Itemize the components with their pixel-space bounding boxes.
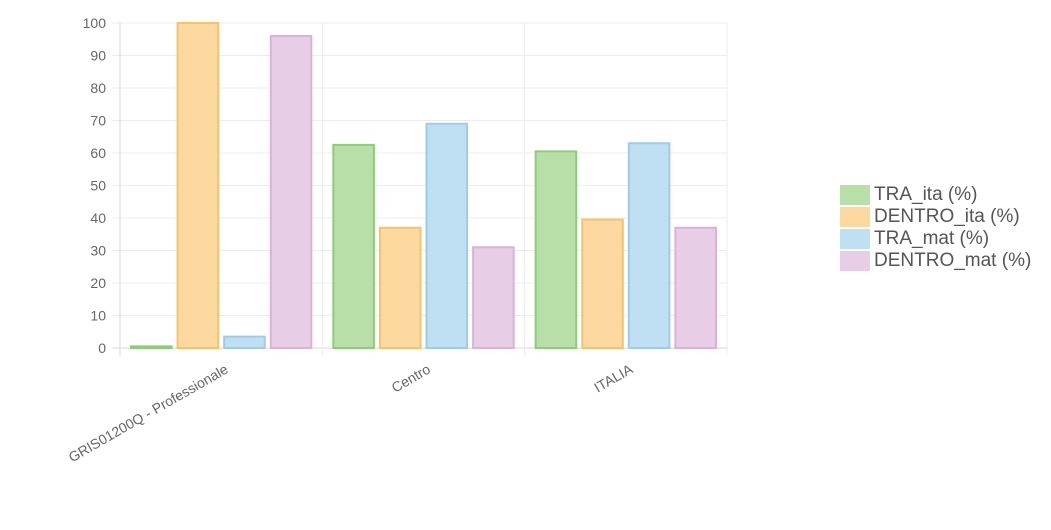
legend: TRA_ita (%) DENTRO_ita (%) TRA_mat (%) D… <box>840 184 1045 272</box>
legend-swatch-dentro-ita <box>840 207 870 227</box>
y-tick-label: 40 <box>90 210 106 226</box>
y-tick-label: 80 <box>90 80 106 96</box>
bar <box>581 218 624 349</box>
y-tick-label: 20 <box>90 275 106 291</box>
legend-label: TRA_ita (%) <box>874 184 978 205</box>
legend-label: DENTRO_ita (%) <box>874 206 1020 227</box>
y-tick-label: 70 <box>90 113 106 129</box>
bar <box>176 22 220 349</box>
legend-swatch-tra-mat <box>840 229 870 249</box>
legend-item-dentro-ita[interactable]: DENTRO_ita (%) <box>840 206 1045 228</box>
legend-label: TRA_mat (%) <box>874 228 990 249</box>
legend-swatch-tra-ita <box>840 185 870 205</box>
bar-chart: 0 10 20 30 40 50 60 70 80 90 100 GRIS01200Q - Profe… <box>66 15 728 466</box>
y-tick-label: 50 <box>90 178 106 194</box>
bar <box>674 226 718 349</box>
bar <box>269 35 313 349</box>
y-tick-label: 100 <box>83 15 107 31</box>
y-tick-label: 60 <box>90 145 106 161</box>
legend-label: DENTRO_mat (%) <box>874 250 1032 271</box>
bar <box>534 150 578 349</box>
bar <box>378 226 422 349</box>
legend-item-dentro-mat[interactable]: DENTRO_mat (%) <box>840 250 1045 272</box>
y-tick-label: 90 <box>90 48 106 64</box>
y-tick-label: 30 <box>90 243 106 259</box>
x-tick-label: ITALIA <box>591 360 636 395</box>
bar <box>130 345 173 349</box>
legend-item-tra-ita[interactable]: TRA_ita (%) <box>840 184 1045 206</box>
legend-item-tra-mat[interactable]: TRA_mat (%) <box>840 228 1045 250</box>
x-tick-label: Centro <box>389 361 434 396</box>
bar <box>472 246 515 349</box>
y-tick-label: 0 <box>98 340 106 356</box>
x-tick-label: GRIS01200Q - Professionale <box>66 361 231 466</box>
bar <box>332 143 375 349</box>
bar <box>627 142 671 349</box>
bar <box>425 122 469 349</box>
bar <box>223 335 266 349</box>
legend-swatch-dentro-mat <box>840 251 870 271</box>
y-tick-label: 10 <box>90 308 106 324</box>
